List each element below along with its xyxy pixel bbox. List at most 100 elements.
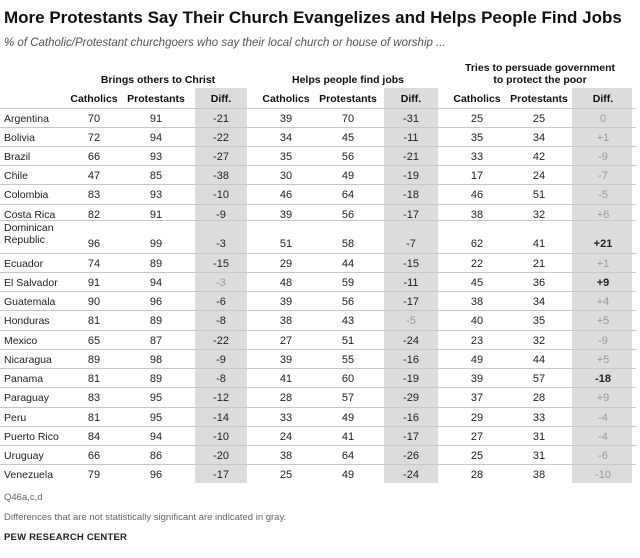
value-cell: 31 (532, 431, 546, 443)
diff-cell: -17 (403, 209, 419, 221)
chart-title: More Protestants Say Their Church Evange… (4, 8, 622, 27)
diff-cell: -4 (598, 412, 608, 424)
value-cell: 29 (279, 258, 293, 270)
diff-cell: -38 (213, 170, 229, 182)
column-header: Protestants (127, 93, 185, 105)
diff-cell: -16 (403, 354, 419, 366)
value-cell: 56 (341, 209, 355, 221)
row-divider (0, 349, 636, 350)
value-cell: 45 (470, 277, 484, 289)
diff-column-background (572, 88, 632, 483)
country-label: Guatemala (4, 296, 56, 308)
row-divider (0, 291, 636, 292)
column-header: Diff. (400, 93, 422, 105)
value-cell: 38 (279, 450, 293, 462)
value-cell: 91 (149, 209, 163, 221)
value-cell: 59 (341, 277, 355, 289)
country-label: Venezuela (4, 469, 54, 481)
row-divider (0, 464, 636, 465)
value-cell: 33 (470, 151, 484, 163)
value-cell: 40 (470, 315, 484, 327)
value-cell: 51 (279, 238, 293, 250)
value-cell: 84 (87, 431, 101, 443)
country-label: Honduras (4, 315, 50, 327)
diff-cell: +9 (596, 277, 610, 289)
value-cell: 81 (87, 373, 101, 385)
value-cell: 32 (532, 335, 546, 347)
value-cell: 51 (532, 189, 546, 201)
diff-cell: -3 (216, 277, 226, 289)
row-divider (0, 220, 636, 221)
diff-cell: -5 (406, 315, 416, 327)
diff-cell: +1 (596, 132, 610, 144)
diff-cell: -10 (213, 431, 229, 443)
value-cell: 64 (341, 189, 355, 201)
value-cell: 79 (87, 469, 101, 481)
value-cell: 70 (87, 113, 101, 125)
diff-cell: -24 (403, 469, 419, 481)
value-cell: 49 (341, 170, 355, 182)
value-cell: 31 (532, 450, 546, 462)
value-cell: 96 (149, 296, 163, 308)
group-header: Brings others to Christ (100, 74, 216, 86)
value-cell: 38 (470, 209, 484, 221)
value-cell: 25 (470, 113, 484, 125)
country-label: Mexico (4, 335, 38, 347)
source-label: PEW RESEARCH CENTER (4, 532, 128, 543)
diff-cell: -19 (403, 170, 419, 182)
value-cell: 64 (341, 450, 355, 462)
diff-cell: +21 (593, 238, 613, 250)
value-cell: 62 (470, 238, 484, 250)
value-cell: 65 (87, 335, 101, 347)
row-divider (0, 184, 636, 185)
value-cell: 85 (149, 170, 163, 182)
diff-cell: 0 (599, 113, 607, 125)
diff-cell: -12 (213, 392, 229, 404)
value-cell: 72 (87, 132, 101, 144)
value-cell: 89 (87, 354, 101, 366)
diff-cell: -11 (403, 132, 419, 144)
value-cell: 81 (87, 315, 101, 327)
diff-cell: -7 (406, 238, 416, 250)
row-divider (0, 204, 636, 205)
diff-cell: -15 (403, 258, 419, 270)
value-cell: 66 (87, 450, 101, 462)
value-cell: 38 (279, 315, 293, 327)
value-cell: 35 (470, 132, 484, 144)
country-label: Panama (4, 373, 44, 385)
value-cell: 74 (87, 258, 101, 270)
diff-cell: +1 (596, 258, 610, 270)
diff-cell: -21 (213, 113, 229, 125)
diff-cell: -5 (598, 189, 608, 201)
value-cell: 49 (341, 412, 355, 424)
diff-cell: -15 (213, 258, 229, 270)
value-cell: 57 (532, 373, 546, 385)
diff-cell: -31 (403, 113, 419, 125)
value-cell: 45 (341, 132, 355, 144)
value-cell: 28 (279, 392, 293, 404)
chart-subtitle: % of Catholic/Protestant churchgoers who… (4, 37, 446, 49)
value-cell: 34 (279, 132, 293, 144)
value-cell: 41 (532, 238, 546, 250)
value-cell: 25 (470, 450, 484, 462)
value-cell: 41 (341, 431, 355, 443)
diff-cell: -9 (216, 354, 226, 366)
diff-column-background (195, 88, 247, 483)
country-label: Paraguay (4, 392, 49, 404)
value-cell: 17 (470, 170, 484, 182)
value-cell: 89 (149, 315, 163, 327)
row-divider (0, 445, 636, 446)
diff-cell: -16 (403, 412, 419, 424)
value-cell: 90 (87, 296, 101, 308)
column-header: Catholics (262, 93, 310, 105)
value-cell: 89 (149, 258, 163, 270)
value-cell: 94 (149, 431, 163, 443)
value-cell: 32 (532, 209, 546, 221)
diff-cell: -24 (403, 335, 419, 347)
diff-cell: -6 (216, 296, 226, 308)
value-cell: 34 (532, 296, 546, 308)
value-cell: 39 (279, 296, 293, 308)
diff-cell: -20 (213, 450, 229, 462)
value-cell: 33 (279, 412, 293, 424)
diff-cell: -4 (598, 431, 608, 443)
